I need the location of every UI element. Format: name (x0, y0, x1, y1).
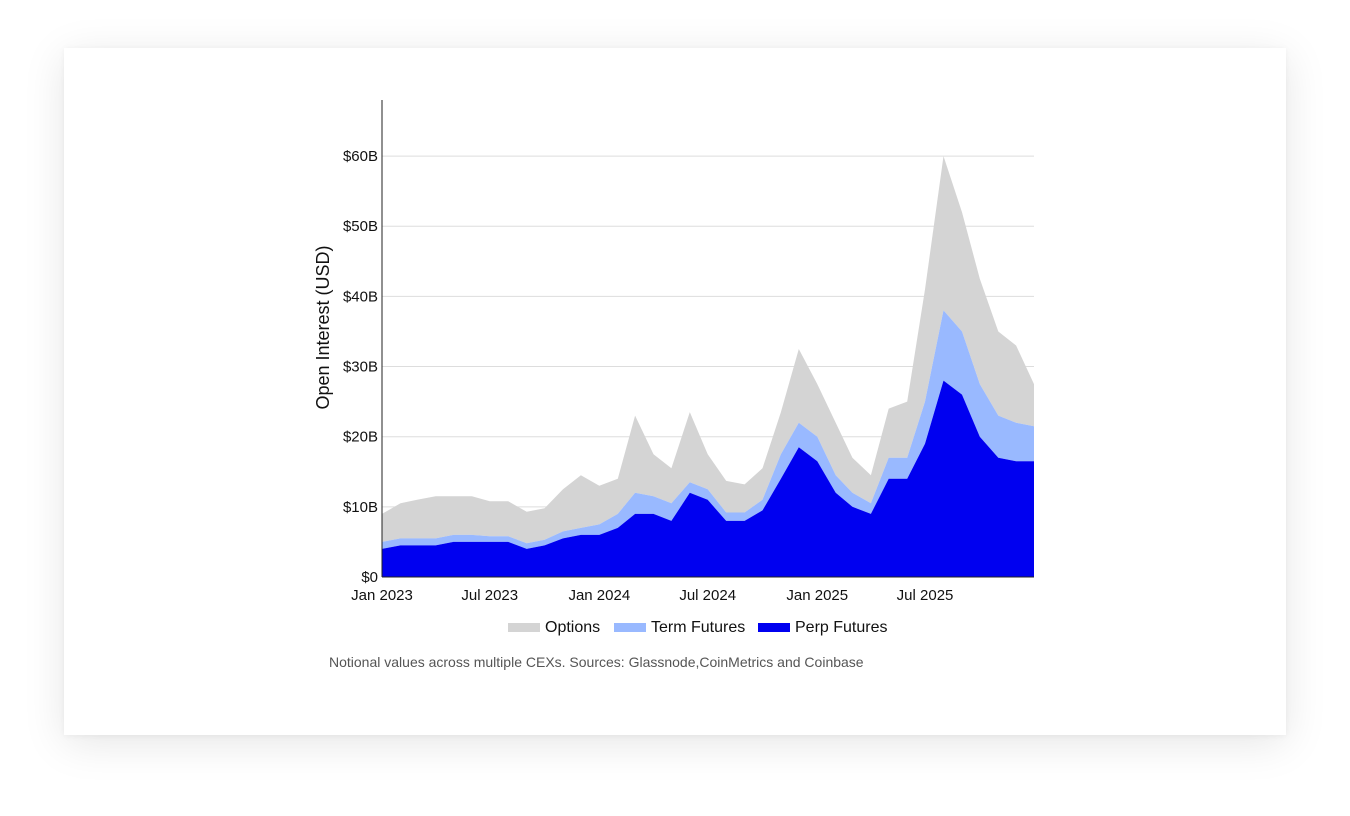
open-interest-chart: $0 $10B $20B $30B $40B $50B $60B Jan 2023 Jul 20… (313, 100, 1034, 636)
y-tick-label: $30B (343, 359, 378, 376)
x-tick-label: Jul 2023 (461, 587, 518, 604)
y-tick-label: $0 (361, 569, 378, 586)
x-tick-label: Jan 2023 (351, 587, 413, 604)
x-tick-label: Jan 2024 (568, 587, 630, 604)
legend-label-options: Options (545, 619, 600, 636)
y-tick-label: $20B (343, 429, 378, 446)
y-axis-title: Open Interest (USD) (313, 245, 333, 409)
x-tick-label: Jan 2025 (786, 587, 848, 604)
x-tick-label: Jul 2024 (679, 587, 736, 604)
y-tick-label: $50B (343, 218, 378, 235)
chart-caption: Notional values across multiple CEXs. So… (329, 654, 864, 670)
y-tick-label: $60B (343, 148, 378, 165)
x-tick-label: Jul 2025 (897, 587, 954, 604)
series-area-options (382, 156, 1034, 544)
y-tick-label: $10B (343, 499, 378, 516)
series-area-perp-futures (382, 380, 1034, 577)
legend-label-perp-futures: Perp Futures (795, 619, 887, 636)
legend-swatch-term-futures (614, 623, 646, 632)
legend-label-term-futures: Term Futures (651, 619, 745, 636)
legend-swatch-perp-futures (758, 623, 790, 632)
legend-swatch-options (508, 623, 540, 632)
legend: Options Term Futures Perp Futures (508, 619, 887, 636)
y-tick-label: $40B (343, 288, 378, 305)
chart-card: $0 $10B $20B $30B $40B $50B $60B Jan 2023 Jul 20… (64, 48, 1286, 735)
